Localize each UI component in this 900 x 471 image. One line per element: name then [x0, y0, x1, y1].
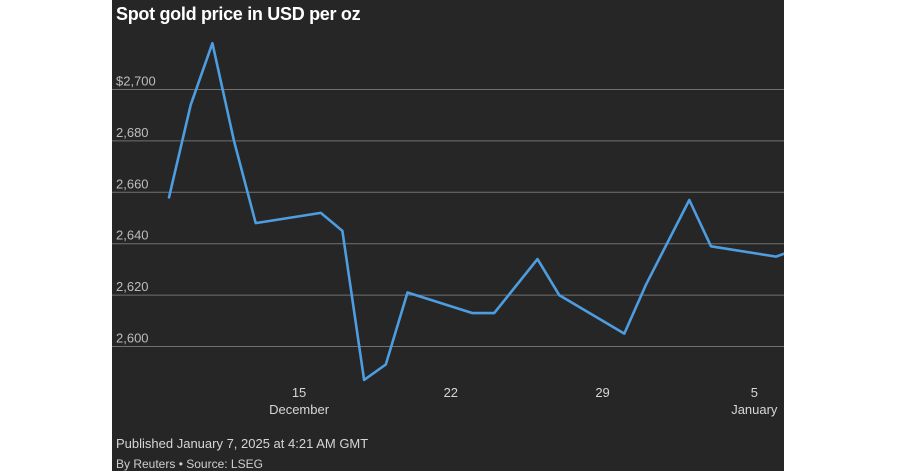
x-tick-label: 29: [595, 385, 609, 400]
y-tick-label: 2,620: [116, 279, 149, 294]
chart-card: Spot gold price in USD per oz 2,600 2,620…: [112, 0, 784, 471]
gridlines: [112, 89, 784, 347]
source-credit: By Reuters • Source: LSEG: [116, 457, 263, 471]
line-chart: 2,600 2,620 2,640 2,660 2,680 $2,700 15 Decemb…: [112, 41, 784, 417]
published-date: Published January 7, 2025 at 4:21 AM GMT: [116, 436, 369, 451]
y-tick-label: $2,700: [116, 74, 156, 89]
y-tick-label: 2,680: [116, 125, 149, 140]
y-axis-labels: 2,600 2,620 2,640 2,660 2,680 $2,700: [116, 74, 156, 346]
chart-title: Spot gold price in USD per oz: [116, 4, 361, 24]
x-axis-labels: 15 December 22 29 5 January: [269, 385, 778, 417]
x-tick-label: 22: [444, 385, 458, 400]
x-tick-month-label: January: [731, 402, 778, 417]
y-tick-label: 2,660: [116, 176, 149, 191]
y-tick-label: 2,600: [116, 331, 149, 346]
series-layer: [167, 41, 784, 382]
x-tick-label: 5: [751, 385, 758, 400]
price-series-line: [167, 41, 784, 382]
x-tick-label: 15: [292, 385, 306, 400]
x-tick-month-label: December: [269, 402, 330, 417]
y-tick-label: 2,640: [116, 228, 149, 243]
